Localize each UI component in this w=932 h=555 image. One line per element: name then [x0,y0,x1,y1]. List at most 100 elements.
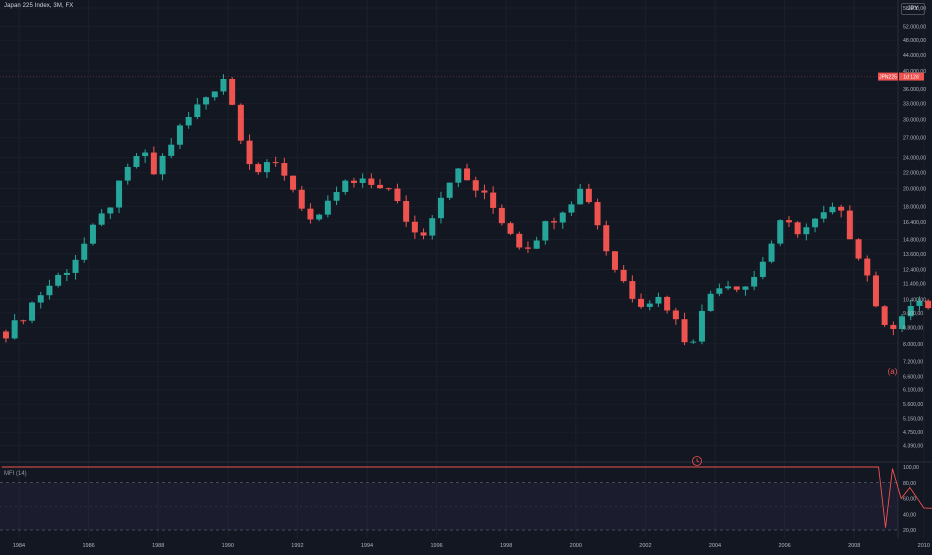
time-axis: 1984 1986 1988 1990 1992 1994 1996 1998 2000 2002… [13,543,930,549]
candle [211,91,218,101]
candle [611,251,618,273]
candle-body [316,214,323,220]
candle [777,219,784,247]
candle-body [437,197,444,219]
candle-body [855,239,862,259]
mfi-axis-label: 100,00 [903,465,919,471]
candle [220,74,227,95]
candle-body [838,206,845,211]
candle [820,205,827,223]
candle [577,183,584,205]
candle-body [846,210,853,240]
candle [620,265,627,283]
candle [455,167,462,188]
candle [37,291,44,309]
candle [20,319,27,325]
replay-clock-icon-ring [692,456,702,466]
candle [316,213,323,222]
candle [490,186,497,214]
candle [603,220,610,256]
candle-body [733,286,740,290]
candle-body [672,310,679,320]
candle [81,237,88,263]
price-axis-label: 20.000,00 [903,186,926,192]
mfi-axis-label: 80,00 [903,481,916,487]
candle [2,329,9,343]
candle-body [368,178,375,185]
candle-body [333,192,340,201]
candle [385,187,392,191]
candle [716,283,723,297]
candle [446,182,453,201]
candle-body [864,258,871,276]
price-axis-label: 8.800,00 [903,326,923,332]
candle [646,300,653,311]
candle-body [237,104,244,141]
candle-body [481,190,488,193]
mfi-indicator-label[interactable]: MFI (14) [4,471,27,477]
candle [846,205,853,240]
candle-body [716,288,723,294]
symbol-title: Japan 225 Index, 3M, FX [4,3,74,9]
candle [333,186,340,206]
price-axis-label: 8.000,00 [903,342,923,348]
candle-body [107,207,114,214]
candle-body [411,221,418,233]
candle-body [585,188,592,203]
candle-body [350,180,357,183]
currency-button[interactable]: JPY [901,3,925,15]
price-axis-label: 44.000,00 [903,53,926,59]
candle [698,304,705,345]
candle-body [455,168,462,183]
candle-body [203,97,210,105]
time-axis-label: 1990 [222,543,234,549]
time-axis-label: 2000 [570,543,582,549]
candle [916,296,923,311]
candle-body [890,324,897,329]
candle [751,270,758,291]
price-axis-label: 7.200,00 [903,360,923,366]
price-axis-label: 9.600,00 [903,311,923,317]
wave-labels: (b)ywx(a)(c)12345 [888,367,898,376]
candle-body [342,180,349,193]
candle [229,76,236,106]
candle-body [629,281,636,299]
candle-body [820,212,827,219]
candle-body [307,208,314,220]
candle-body [568,204,575,213]
candle-body [690,341,697,343]
candle [759,256,766,280]
candle [63,269,70,282]
candle [298,185,305,211]
price-axis-label: 11.400,00 [903,282,926,288]
candle-body [751,276,758,287]
candle-body [916,300,923,306]
candle [237,103,244,145]
price-axis-label: 18.000,00 [903,204,926,210]
candle-body [472,180,479,191]
candle [437,191,444,224]
candle [655,292,662,307]
candle-body [551,221,558,223]
candle-body [794,222,801,235]
candle [55,272,62,288]
candle-body [812,218,819,228]
candle-body [89,224,96,244]
price-axis-label: 52.000,00 [903,25,926,31]
candle [524,241,531,253]
price-axis-label: 4.750,00 [903,430,923,436]
price-badge-symbol-bg [878,72,898,81]
price-axis-label: 58.000,00 [903,6,926,12]
candle [768,240,775,264]
mfi-pane: 100,00 80,00 60,00 40,00 20,00 [0,465,932,534]
candle-body [446,182,453,198]
candle-body [464,168,471,181]
candle [133,152,140,169]
candle-body [298,189,305,209]
price-badge-symbol: JPN225 [879,75,897,81]
price-axis-label: 16.400,00 [903,220,926,226]
candle-body [742,286,749,290]
candle [403,195,410,227]
